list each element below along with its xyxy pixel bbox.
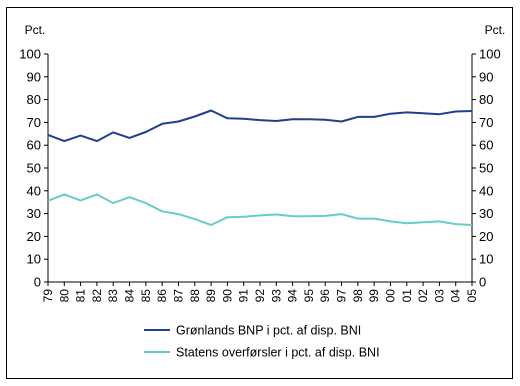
- x-tick-label: 88: [188, 289, 202, 303]
- y-axis-label-left: Pct.: [25, 23, 46, 37]
- x-tick-label: 95: [302, 289, 316, 303]
- y-tick-label-right: 20: [479, 229, 493, 244]
- x-tick-label: 93: [269, 289, 283, 303]
- y-tick-label-left: 70: [27, 115, 41, 130]
- x-tick-label: 97: [335, 289, 349, 303]
- y-tick-label-left: 100: [19, 47, 41, 62]
- y-tick-label-left: 60: [27, 138, 41, 153]
- x-tick-label: 79: [41, 289, 55, 303]
- x-tick-label: 86: [155, 289, 169, 303]
- legend-label-2: Statens overførsler i pct. af disp. BNI: [176, 346, 380, 360]
- series-line-1: [47, 109, 473, 143]
- x-tick-label: 05: [465, 289, 479, 303]
- x-tick-label: 87: [171, 289, 185, 303]
- x-tick-label: 03: [432, 289, 446, 303]
- y-tick-label-right: 40: [479, 183, 493, 198]
- y-tick-label-right: 60: [479, 138, 493, 153]
- y-tick-label-left: 10: [27, 252, 41, 267]
- series-line-2: [47, 193, 473, 226]
- chart-frame: Pct. Pct. 0 0 10 10 20 20 30 30 40 40 50 50 60 60 70 70…: [6, 7, 513, 379]
- x-tick-label: 04: [449, 289, 463, 303]
- y-tick-label-left: 80: [27, 92, 41, 107]
- y-tick-label-right: 10: [479, 252, 493, 267]
- y-tick-label-left: 0: [34, 275, 41, 290]
- x-tick-label: 81: [74, 289, 88, 303]
- x-tick-label: 90: [220, 289, 234, 303]
- x-tick-label: 02: [416, 289, 430, 303]
- y-tick-label-left: 90: [27, 69, 41, 84]
- y-tick-label-right: 90: [479, 69, 493, 84]
- x-tick-label: 85: [139, 289, 153, 303]
- x-tick-label: 91: [237, 289, 251, 303]
- y-tick-label-right: 80: [479, 92, 493, 107]
- x-tick-label: 01: [400, 289, 414, 303]
- x-tick-label: 00: [383, 289, 397, 303]
- x-tick-label: 84: [123, 289, 137, 303]
- y-axis-label-right: Pct.: [485, 23, 506, 37]
- y-tick-label-right: 70: [479, 115, 493, 130]
- legend: Grønlands BNP i pct. af disp. BNI Statens…: [144, 324, 380, 360]
- x-tick-label: 92: [253, 289, 267, 303]
- y-tick-label-left: 40: [27, 183, 41, 198]
- legend-label-1: Grønlands BNP i pct. af disp. BNI: [176, 324, 361, 338]
- x-tick-label: 89: [204, 289, 218, 303]
- y-tick-label-right: 30: [479, 206, 493, 221]
- y-tick-label-left: 20: [27, 229, 41, 244]
- x-tick-label: 99: [367, 289, 381, 303]
- y-tick-label-right: 0: [479, 275, 486, 290]
- x-tick-label: 83: [106, 289, 120, 303]
- y-tick-label-right: 100: [479, 47, 501, 62]
- y-tick-label-left: 50: [27, 161, 41, 176]
- x-tick-label: 96: [318, 289, 332, 303]
- y-tick-label-left: 30: [27, 206, 41, 221]
- y-tick-label-right: 50: [479, 161, 493, 176]
- x-tick-label: 98: [351, 289, 365, 303]
- x-tick-label: 80: [57, 289, 71, 303]
- series-layer: [47, 109, 473, 226]
- x-tick-label: 94: [286, 289, 300, 303]
- x-tick-label: 82: [90, 289, 104, 303]
